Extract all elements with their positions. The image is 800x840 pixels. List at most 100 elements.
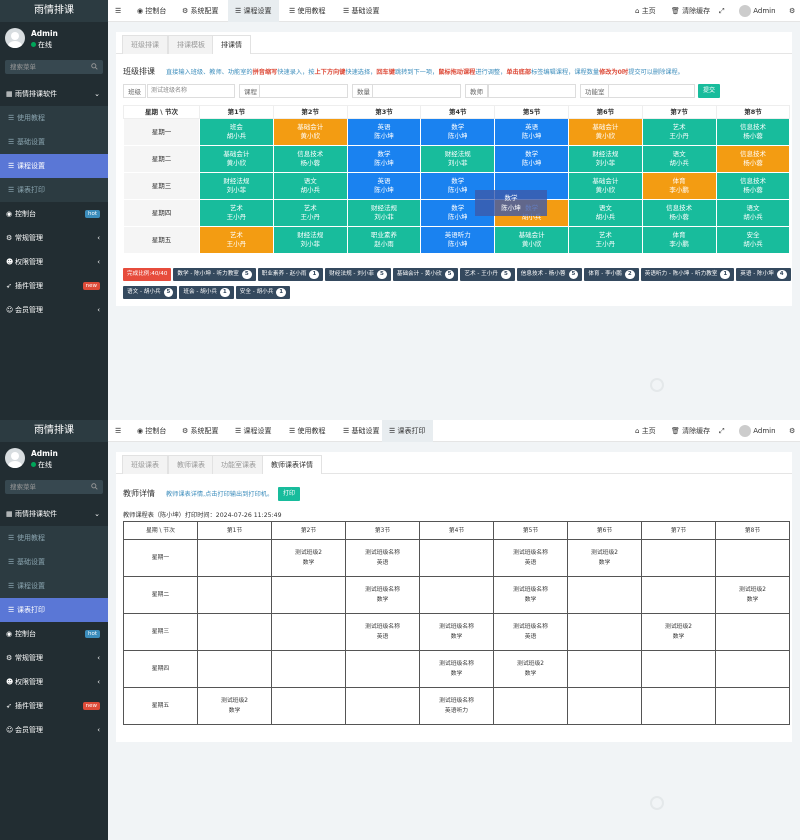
course-cell[interactable]: 信息技术 杨小蓉 [715, 172, 791, 200]
course-cell[interactable]: 语文 胡小兵 [715, 199, 791, 227]
settings-gear-icon[interactable]: ⚙ [789, 7, 796, 15]
course-cell[interactable]: 职业素养 赵小雨 [346, 226, 422, 254]
sidebar-item-basic-settings[interactable]: ☰ 基础设置 [0, 130, 108, 154]
menu-search-input[interactable]: 搜索菜单 [5, 480, 103, 494]
room-input[interactable] [608, 84, 695, 98]
course-tag[interactable]: 班会 - 胡小兵 1 [179, 286, 234, 299]
menu-search-input[interactable]: 搜索菜单 [5, 60, 103, 74]
quantity-input[interactable] [372, 84, 461, 98]
sidebar-item-general[interactable]: ⚙ 常规管理 ‹ [0, 226, 108, 250]
sidebar-item-members[interactable]: ☺ 会员管理 ‹ [0, 298, 108, 322]
search-icon[interactable] [91, 63, 98, 70]
tab-basic-settings[interactable]: ☰ 基础设置 [343, 7, 380, 15]
fullscreen-icon[interactable]: ⤢ [719, 427, 725, 435]
tab-system-config[interactable]: ⚙ 系统配置 [182, 7, 219, 15]
course-tag[interactable]: 数学 - 陈小坤 - 听力教室 5 [173, 268, 256, 281]
course-cell[interactable]: 安全 胡小兵 [715, 226, 791, 254]
sidebar-group-software[interactable]: ▦ 雨情排课软件 ⌄ [0, 502, 108, 526]
course-cell[interactable]: 基础会计 黄小欣 [199, 145, 274, 173]
user-menu[interactable]: Admin [732, 420, 783, 442]
course-cell[interactable]: 数学 陈小坤 [494, 145, 569, 173]
course-cell[interactable]: 财经法规 刘小菲 [567, 145, 643, 173]
tab-schedule-status[interactable]: 排课情 [212, 35, 251, 54]
settings-gear-icon[interactable]: ⚙ [789, 427, 796, 435]
sidebar-item-permission[interactable]: ☻ 权限管理 ‹ [0, 250, 108, 274]
tab-class-schedule[interactable]: 班级课表 [122, 455, 168, 474]
clear-cache-button[interactable]: 🗑 清除缓存 [664, 420, 717, 442]
course-cell[interactable]: 英语听力 陈小坤 [420, 226, 496, 254]
course-cell[interactable]: 艺术 王小丹 [567, 226, 643, 254]
app-logo[interactable]: 雨情排课 [0, 0, 108, 22]
user-menu[interactable]: Admin [732, 0, 783, 22]
tab-teacher-detail[interactable]: 教师课表详情 [262, 455, 322, 474]
course-tag[interactable]: 语文 - 胡小兵 5 [123, 286, 178, 299]
sidebar-group-software[interactable]: ▦ 雨情排课软件 ⌄ [0, 82, 108, 106]
tab-templates[interactable]: 排课模板 [168, 35, 214, 54]
sidebar-item-print[interactable]: ☰ 课表打印 [0, 598, 108, 622]
print-button[interactable]: 打印 [278, 487, 301, 501]
tab-print[interactable]: ☰ 课表打印 [382, 420, 433, 442]
course-cell[interactable]: 财经法规 刘小菲 [199, 172, 274, 200]
course-tag[interactable]: 安全 - 胡小兵 1 [235, 286, 291, 299]
course-tag[interactable]: 职业素养 - 赵小雨 1 [257, 268, 324, 281]
course-cell[interactable]: 艺术 王小丹 [199, 226, 274, 254]
course-cell[interactable]: 数学 陈小坤 [346, 145, 422, 173]
course-tag[interactable]: 英语听力 - 陈小坤 - 听力教室 1 [640, 268, 735, 281]
course-tag[interactable]: 财经法规 - 刘小菲 5 [325, 268, 391, 281]
dragging-course[interactable]: 数学 陈小坤 [475, 190, 547, 216]
sidebar-item-dashboard[interactable]: ◉ 控制台 hot [0, 202, 108, 226]
submit-button[interactable]: 提交 [698, 84, 721, 98]
home-link[interactable]: ⌂ 主页 [628, 420, 663, 442]
sidebar-item-dashboard[interactable]: ◉ 控制台 hot [0, 622, 108, 646]
course-cell[interactable]: 语文 胡小兵 [641, 145, 717, 173]
tab-course-settings[interactable]: ☰ 课程设置 [228, 0, 279, 22]
sidebar-item-basic-settings[interactable]: ☰ 基础设置 [0, 550, 108, 574]
course-cell[interactable]: 语文 胡小兵 [272, 172, 348, 200]
course-tag[interactable]: 信息技术 - 杨小蓉 5 [516, 268, 583, 281]
tab-tutorial[interactable]: ☰ 使用教程 [289, 427, 326, 435]
course-cell[interactable]: 班会 胡小兵 [199, 118, 274, 146]
course-cell[interactable]: 信息技术 杨小蓉 [272, 145, 348, 173]
course-tag[interactable]: 基础会计 - 黄小欣 5 [392, 268, 459, 281]
sidebar-item-tutorial[interactable]: ☰ 使用教程 [0, 106, 108, 130]
fullscreen-icon[interactable]: ⤢ [719, 7, 725, 15]
course-cell[interactable]: 数学 陈小坤 [420, 118, 496, 146]
course-cell[interactable]: 艺术 王小丹 [272, 199, 348, 227]
tab-room-schedule[interactable]: 功能室课表 [212, 455, 265, 474]
course-cell[interactable]: 基础会计 黄小欣 [494, 226, 569, 254]
tab-teacher-schedule[interactable]: 教师课表 [168, 455, 214, 474]
course-cell[interactable]: 艺术 王小丹 [641, 118, 717, 146]
tab-course-settings[interactable]: ☰ 课程设置 [235, 427, 272, 435]
course-cell[interactable]: 语文 胡小兵 [567, 199, 643, 227]
sidebar-item-course-settings[interactable]: ☰ 课程设置 [0, 154, 108, 178]
search-icon[interactable] [91, 483, 98, 490]
class-input[interactable]: 测试班级名称 [147, 84, 235, 98]
course-tag[interactable]: 完成比例:40/40 [123, 268, 172, 281]
sidebar-item-plugins[interactable]: ➶ 插件管理 new [0, 274, 108, 298]
course-tag[interactable]: 体育 - 李小鹏 2 [584, 268, 639, 281]
sidebar-item-permission[interactable]: ☻ 权限管理 ‹ [0, 670, 108, 694]
course-cell[interactable]: 基础会计 黄小欣 [567, 172, 643, 200]
tab-class-scheduling[interactable]: 班级排课 [122, 35, 168, 54]
course-tag[interactable]: 英语 - 陈小坤 4 [736, 268, 791, 281]
course-cell[interactable]: 信息技术 杨小蓉 [715, 118, 791, 146]
course-input[interactable] [259, 84, 348, 98]
sidebar-item-members[interactable]: ☺ 会员管理 ‹ [0, 718, 108, 742]
tab-dashboard[interactable]: ◉ 控制台 [137, 427, 167, 435]
course-cell[interactable]: 财经法规 刘小菲 [272, 226, 348, 254]
course-cell[interactable]: 英语 陈小坤 [346, 172, 422, 200]
course-cell[interactable]: 基础会计 黄小欣 [567, 118, 643, 146]
menu-toggle-icon[interactable]: ☰ [115, 7, 122, 15]
course-cell[interactable]: 信息技术 杨小蓉 [715, 145, 791, 173]
course-cell[interactable]: 英语 陈小坤 [494, 118, 569, 146]
tab-system-config[interactable]: ⚙ 系统配置 [182, 427, 219, 435]
sidebar-item-general[interactable]: ⚙ 常规管理 ‹ [0, 646, 108, 670]
sidebar-item-tutorial[interactable]: ☰ 使用教程 [0, 526, 108, 550]
sidebar-item-course-settings[interactable]: ☰ 课程设置 [0, 574, 108, 598]
tab-tutorial[interactable]: ☰ 使用教程 [289, 7, 326, 15]
menu-toggle-icon[interactable]: ☰ [115, 427, 122, 435]
clear-cache-button[interactable]: 🗑 清除缓存 [664, 0, 717, 22]
teacher-input[interactable] [488, 84, 576, 98]
course-cell[interactable]: 英语 陈小坤 [346, 118, 422, 146]
course-cell[interactable]: 艺术 王小丹 [199, 199, 274, 227]
